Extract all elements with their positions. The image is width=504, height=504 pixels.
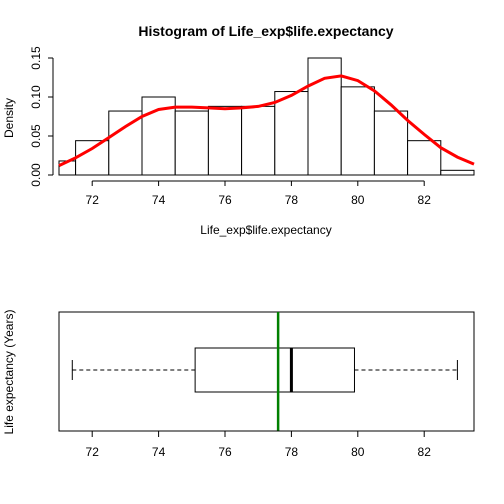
histogram-x-tick-label: 72 xyxy=(86,193,100,207)
histogram-bar xyxy=(274,91,309,176)
boxplot-x-tick-label: 82 xyxy=(418,445,432,459)
histogram-bar xyxy=(373,110,409,176)
histogram-title: Histogram of Life_exp$life.expectancy xyxy=(138,23,393,39)
boxplot-x-tick-label: 78 xyxy=(285,445,299,459)
boxplot-x-tick-label: 74 xyxy=(152,445,166,459)
histogram-x-tick-label: 78 xyxy=(285,193,299,207)
histogram-x-tick-label: 76 xyxy=(218,193,232,207)
histogram-y-tick-label: 0.10 xyxy=(29,85,43,109)
histogram-bar xyxy=(108,110,143,176)
histogram-y-tick-label: 0.05 xyxy=(29,124,43,148)
histogram-x-tick-label: 74 xyxy=(152,193,166,207)
boxplot-x-tick-label: 80 xyxy=(351,445,365,459)
boxplot-panel: Life expectancy (Years) 72 74 76 78 80 8… xyxy=(2,310,475,459)
histogram-bar xyxy=(207,105,243,176)
histogram-bar xyxy=(407,140,442,176)
histogram-x-axis-label: Life_exp$life.expectancy xyxy=(200,223,331,237)
histogram-bar xyxy=(174,110,209,176)
boxplot-x-tick-label: 76 xyxy=(218,445,232,459)
histogram-bar xyxy=(241,105,276,176)
histogram-panel: Histogram of Life_exp$life.expectancy Li… xyxy=(2,23,475,237)
histogram-y-tick-label: 0.00 xyxy=(29,163,43,187)
histogram-y-tick-label: 0.15 xyxy=(29,46,43,70)
histogram-y-axis-label: Density xyxy=(2,98,16,138)
histogram-bar xyxy=(440,169,475,176)
density-curve xyxy=(58,74,475,167)
boxplot-x-axis: 72 74 76 78 80 82 xyxy=(86,430,432,459)
histogram-y-axis: 0.00 0.05 0.10 0.15 xyxy=(29,46,54,187)
boxplot-x-tick-label: 72 xyxy=(86,445,100,459)
boxplot-y-axis-label: Life expectancy (Years) xyxy=(2,310,16,435)
histogram-x-tick-label: 82 xyxy=(418,193,432,207)
boxplot-iqr-box xyxy=(194,347,355,393)
histogram-bar xyxy=(75,140,110,176)
histogram-x-axis: 72 74 76 78 80 82 xyxy=(86,180,432,207)
histogram-x-tick-label: 80 xyxy=(351,193,365,207)
histogram-bars xyxy=(58,57,475,176)
histogram-bar xyxy=(340,86,375,176)
